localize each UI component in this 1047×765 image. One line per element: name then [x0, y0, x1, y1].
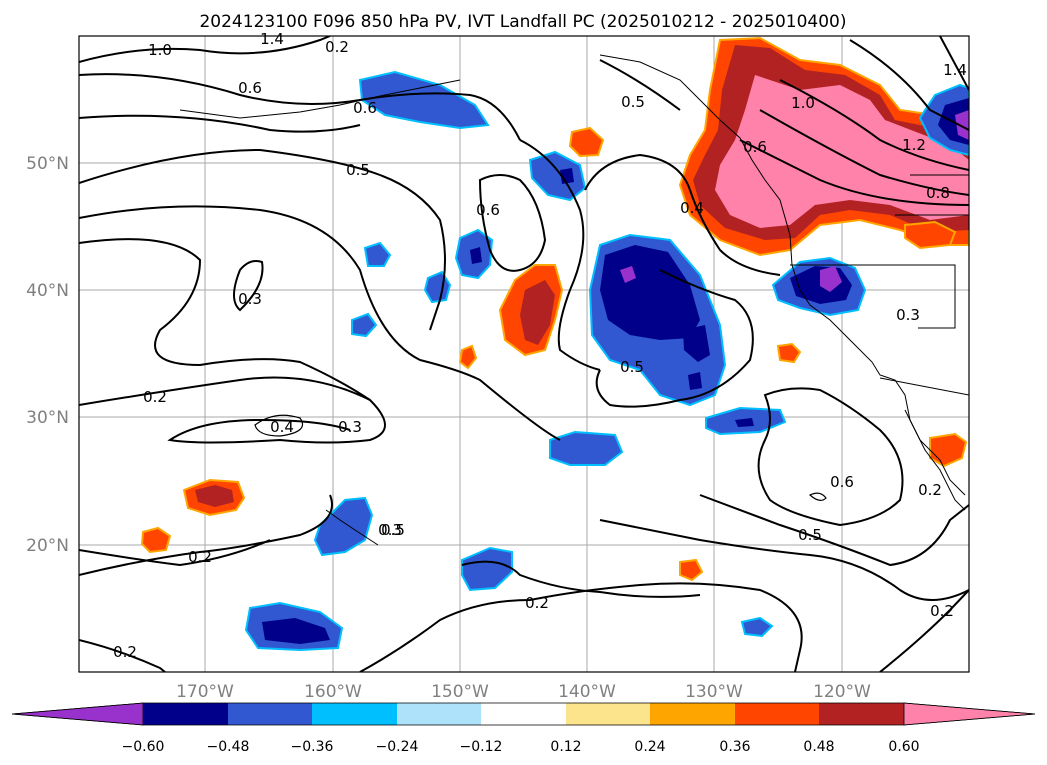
contour-label: 0.4 — [680, 199, 704, 217]
contour-label: 0.6 — [476, 201, 500, 219]
longitude-labels: 170°W 160°W 150°W 140°W 130°W 120°W — [176, 682, 871, 702]
contour-label: 0.5 — [346, 161, 370, 179]
colorbar-extend-max — [903, 702, 1036, 726]
contour-label: 1.4 — [260, 30, 284, 48]
colorbar-tick: −0.36 — [291, 739, 334, 755]
colorbar-tick: −0.12 — [460, 739, 503, 755]
contour-label: 0.2 — [143, 388, 167, 406]
contour-label: 0.5 — [798, 526, 822, 544]
lon-label-160w: 160°W — [304, 682, 362, 702]
contour-label: 0.8 — [926, 184, 950, 202]
contour-label: 0.6 — [353, 99, 377, 117]
latitude-labels: 50°N 40°N 30°N 20°N — [26, 154, 69, 556]
colorbar: −0.60 −0.48 −0.36 −0.24 −0.12 0.12 0.24 … — [11, 702, 1036, 755]
colorbar-extend-min — [11, 702, 144, 726]
coastlines — [179, 54, 969, 546]
contour-label: 0.2 — [930, 602, 954, 620]
lat-label-30n: 30°N — [26, 408, 69, 428]
colorbar-tick: 0.48 — [803, 739, 834, 755]
contour-label: 0.2 — [918, 481, 942, 499]
contour-label: 0.5 — [381, 521, 405, 539]
pv-contours — [79, 36, 969, 672]
colorbar-tick: −0.24 — [376, 739, 419, 755]
colorbar-bin — [228, 703, 312, 725]
colorbar-bin — [650, 703, 735, 725]
contour-label: 0.6 — [830, 473, 854, 491]
colorbar-bin — [735, 703, 819, 725]
contour-label: 0.6 — [743, 138, 767, 156]
figure-title: 2024123100 F096 850 hPa PV, IVT Landfall… — [199, 12, 846, 32]
colorbar-bin — [481, 703, 566, 725]
contour-label: 0.6 — [238, 79, 262, 97]
contour-label: 0.5 — [620, 358, 644, 376]
lon-label-130w: 130°W — [685, 682, 743, 702]
lon-label-150w: 150°W — [431, 682, 489, 702]
contour-label: 0.4 — [270, 418, 294, 436]
colorbar-bin — [312, 703, 397, 725]
colorbar-bin — [566, 703, 650, 725]
lat-label-20n: 20°N — [26, 536, 69, 556]
colorbar-tick: 0.36 — [719, 739, 750, 755]
colorbar-tick: 0.60 — [888, 739, 919, 755]
colorbar-bin — [819, 703, 904, 725]
contour-label: 0.2 — [325, 38, 349, 56]
contour-label: 0.3 — [338, 418, 362, 436]
colorbar-tick: −0.48 — [207, 739, 250, 755]
contour-label: 0.3 — [378, 521, 402, 539]
negative-anomaly-regions — [244, 70, 969, 652]
lon-label-120w: 120°W — [813, 682, 871, 702]
contour-label: 0.2 — [525, 594, 549, 612]
colorbar-tick: −0.60 — [122, 739, 165, 755]
map-frame — [78, 35, 970, 673]
colorbar-tick: 0.24 — [634, 739, 665, 755]
contour-label: 1.0 — [148, 41, 172, 59]
contour-label: 0.5 — [621, 93, 645, 111]
contour-label: 0.3 — [896, 306, 920, 324]
colorbar-tick: 0.12 — [550, 739, 581, 755]
contour-label: 0.3 — [238, 290, 262, 308]
contour-label: 0.2 — [113, 643, 137, 661]
colorbar-bin — [397, 703, 481, 725]
map-panel: 1.0 0.6 0.6 0.5 0.5 0.6 0.3 0.2 0.4 0.3 … — [26, 30, 970, 702]
lat-label-40n: 40°N — [26, 281, 69, 301]
colorbar-bin — [143, 703, 228, 725]
contour-label: 0.2 — [188, 548, 212, 566]
lon-label-140w: 140°W — [558, 682, 616, 702]
lon-label-170w: 170°W — [176, 682, 234, 702]
lat-label-50n: 50°N — [26, 154, 69, 174]
contour-labels: 1.0 0.6 0.6 0.5 0.5 0.6 0.3 0.2 0.4 0.3 … — [113, 30, 967, 661]
contour-label: 1.2 — [902, 136, 926, 154]
contour-label: 1.0 — [791, 94, 815, 112]
contour-label: 1.4 — [943, 61, 967, 79]
colorbar-outline — [11, 702, 1036, 726]
